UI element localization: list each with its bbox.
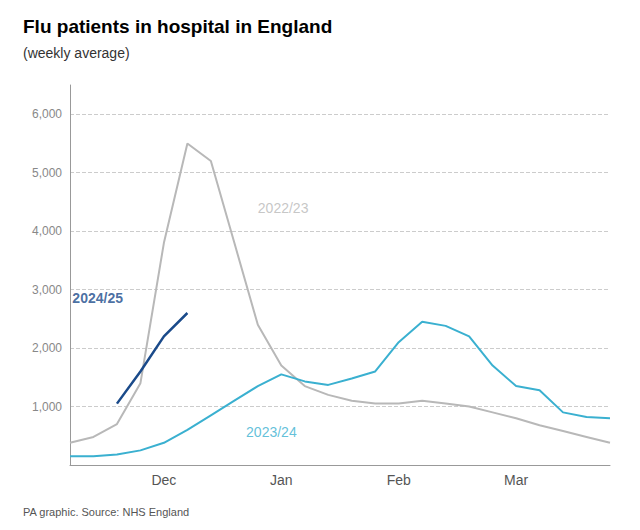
svg-text:2022/23: 2022/23	[258, 200, 309, 216]
svg-text:6,000: 6,000	[32, 107, 62, 121]
svg-text:4,000: 4,000	[32, 224, 62, 238]
svg-text:Flu patients in hospital in En: Flu patients in hospital in England	[23, 16, 332, 37]
svg-text:Mar: Mar	[504, 472, 528, 488]
svg-text:Dec: Dec	[151, 472, 176, 488]
svg-text:2024/25: 2024/25	[72, 290, 123, 306]
svg-text:1,000: 1,000	[32, 400, 62, 414]
svg-text:Feb: Feb	[387, 472, 411, 488]
svg-text:2023/24: 2023/24	[246, 424, 297, 440]
svg-text:5,000: 5,000	[32, 166, 62, 180]
svg-text:3,000: 3,000	[32, 283, 62, 297]
svg-text:2,000: 2,000	[32, 341, 62, 355]
svg-text:(weekly average): (weekly average)	[23, 45, 130, 61]
svg-text:Jan: Jan	[270, 472, 293, 488]
svg-text:PA graphic. Source: NHS Englan: PA graphic. Source: NHS England	[23, 506, 189, 518]
